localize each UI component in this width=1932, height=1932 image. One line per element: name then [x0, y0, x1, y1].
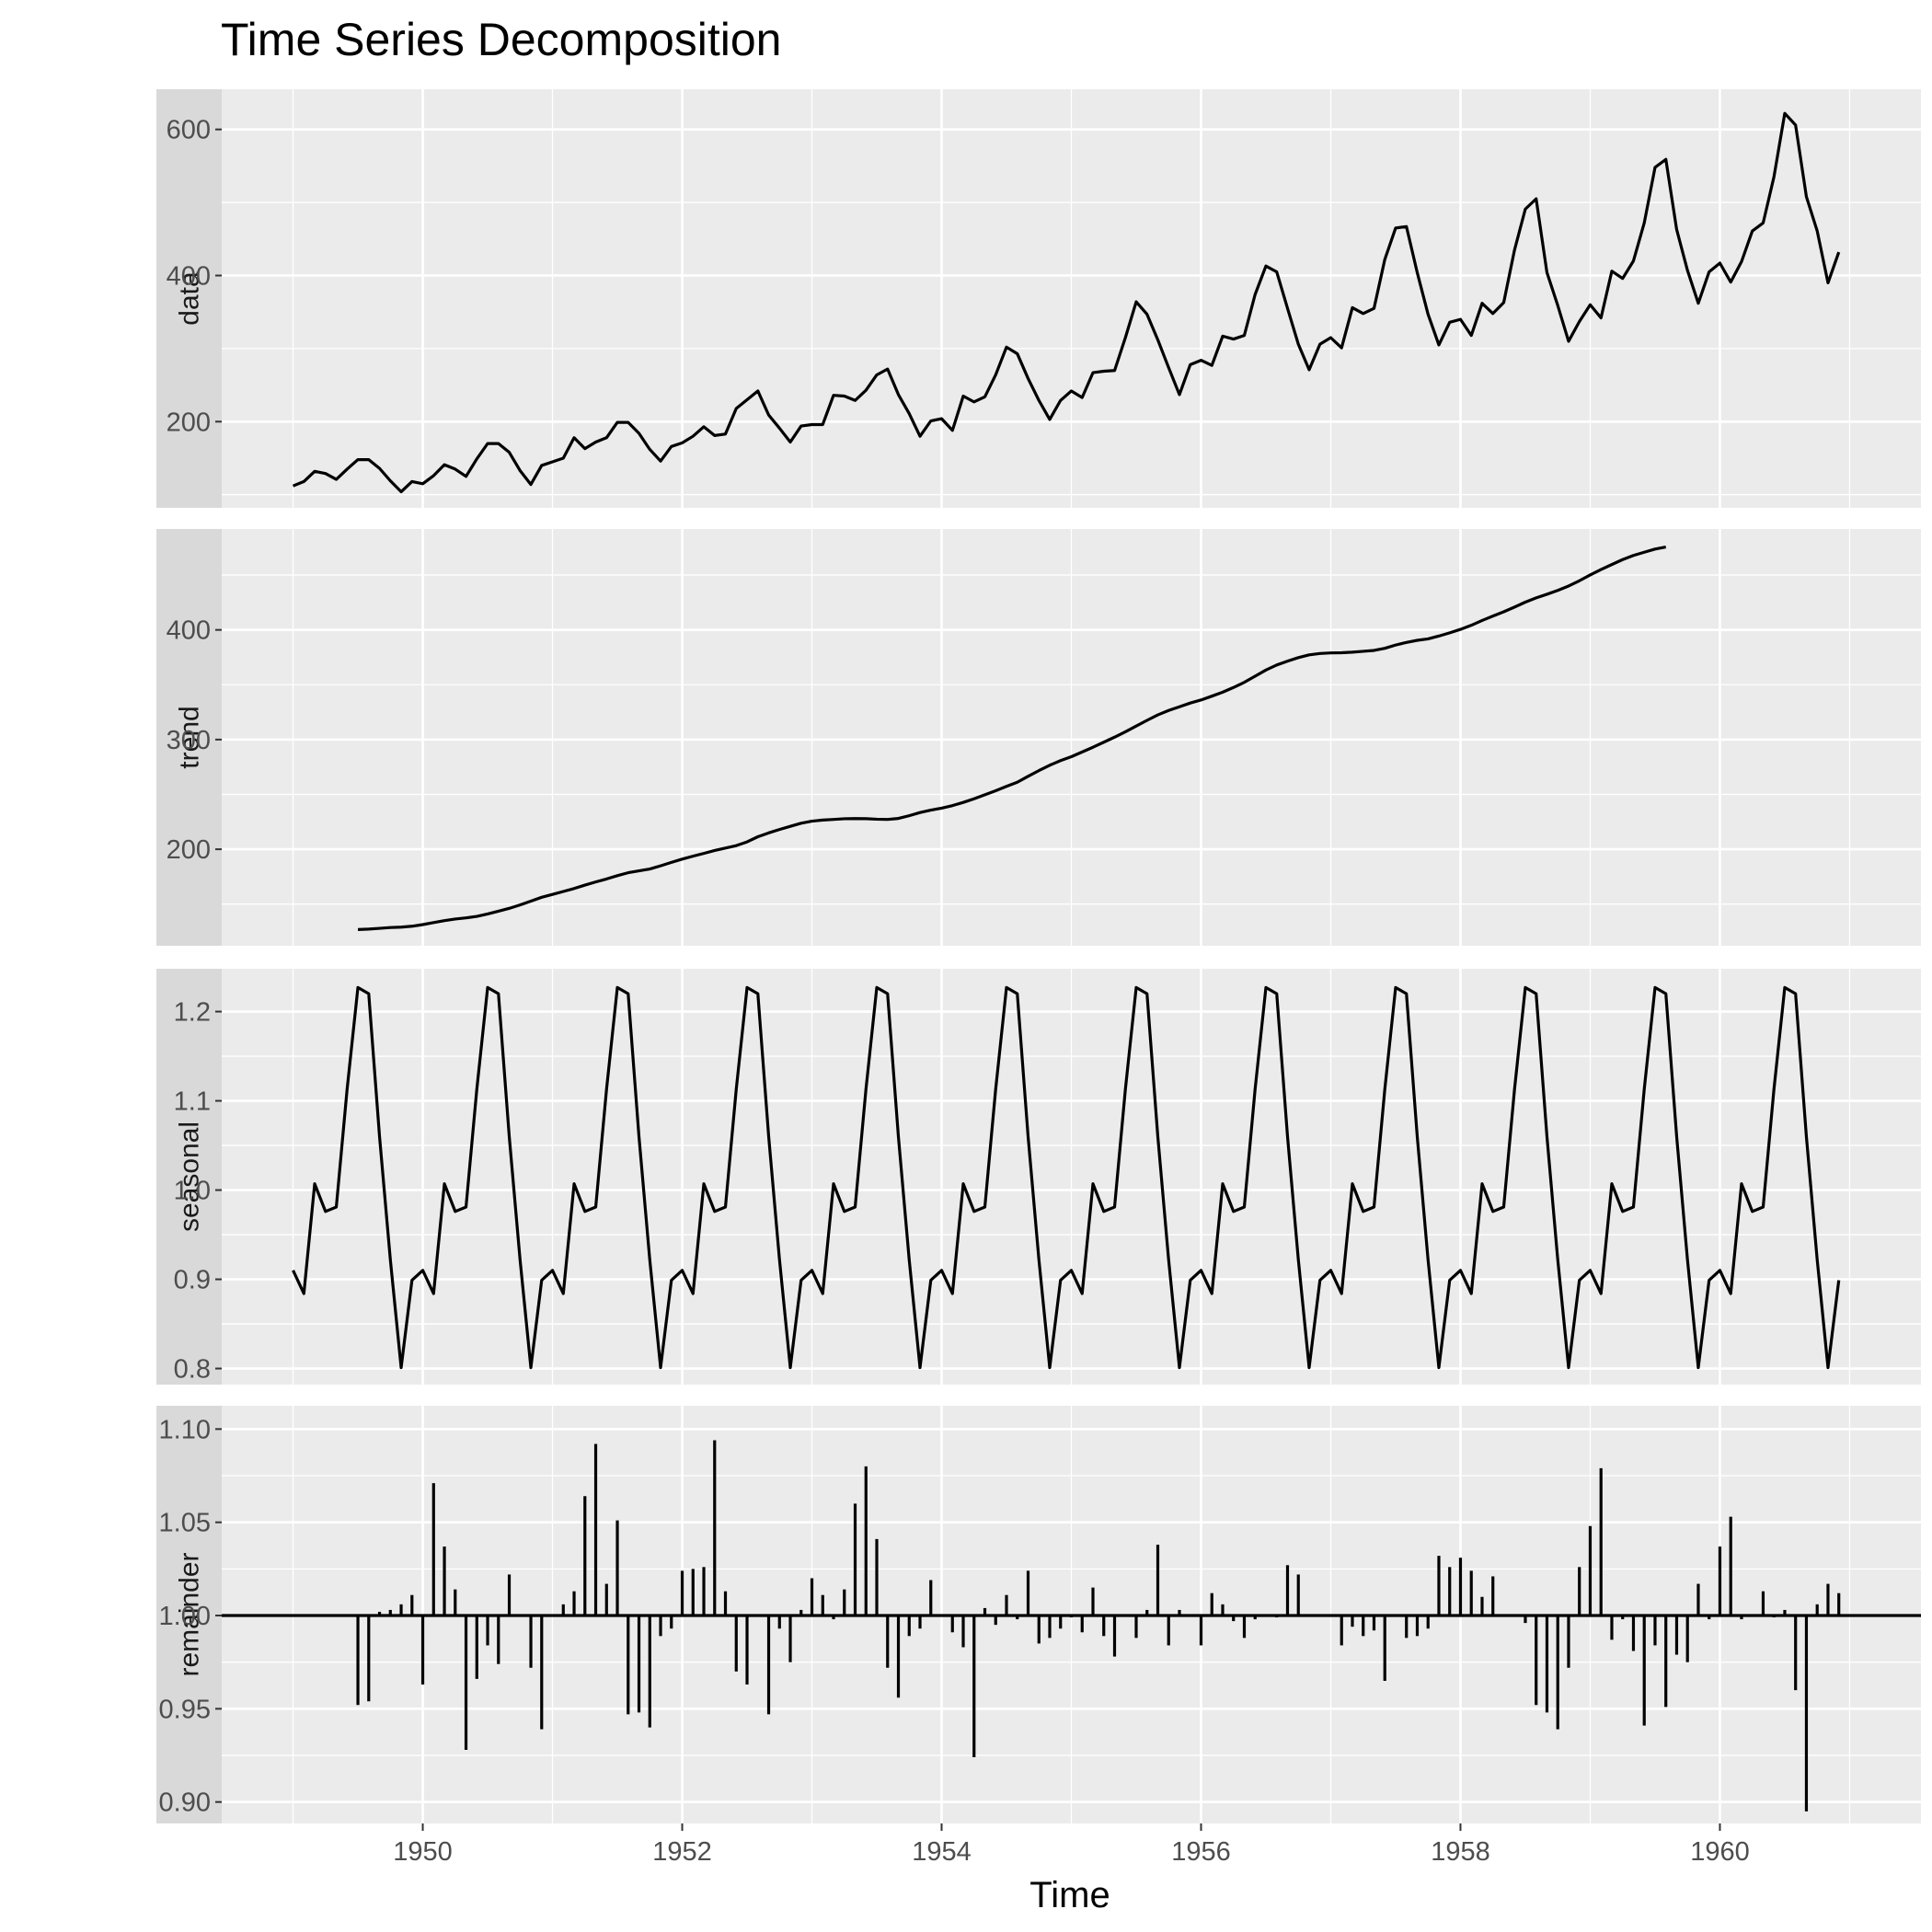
- chart-title: Time Series Decomposition: [221, 14, 781, 65]
- series-line-trend: [357, 545, 1667, 931]
- x-tick-label: 1954: [912, 1837, 972, 1867]
- y-tick-label-seasonal: 1.1: [174, 1087, 211, 1117]
- x-tick-label: 1960: [1690, 1837, 1750, 1867]
- y-tick-label-seasonal: 1.2: [174, 998, 211, 1028]
- x-tick-label: 1952: [652, 1837, 712, 1867]
- strip-data: [156, 89, 222, 508]
- x-tick-label: 1950: [393, 1837, 453, 1867]
- y-tick-label-remainder: 1.10: [159, 1415, 211, 1444]
- panel-seasonal: seasonal 0.8 0.9 1.0 1.1 1.2: [156, 969, 1921, 1385]
- x-axis-title: Time: [1029, 1875, 1110, 1915]
- panel-trend: trend 200 300 400: [156, 529, 1921, 946]
- strip-seasonal: [156, 969, 222, 1385]
- strip-label-seasonal: seasonal: [175, 1121, 205, 1232]
- strip-remainder: [156, 1406, 222, 1823]
- y-tick-label-data: 600: [167, 116, 211, 145]
- strip-label-trend: trend: [175, 706, 205, 768]
- series-line-data: [292, 111, 1841, 494]
- y-tick-label-seasonal: 0.8: [174, 1355, 211, 1385]
- y-tick-label-data: 400: [167, 261, 211, 291]
- y-tick-label-seasonal: 0.9: [174, 1266, 211, 1295]
- y-tick-label-remainder: 1.05: [159, 1509, 211, 1538]
- y-tick-label-remainder: 0.95: [159, 1695, 211, 1724]
- panel-data: data 200 400 600: [156, 89, 1921, 508]
- x-tick-label: 1956: [1171, 1837, 1231, 1867]
- series-line-seasonal: [292, 985, 1841, 1370]
- y-tick-label-trend: 300: [167, 726, 211, 755]
- panels-group: data 200 400 600 trend 200 300 400 seasonal 0.8 0.…: [156, 89, 1921, 1823]
- y-tick-label-trend: 400: [167, 616, 211, 646]
- y-tick-label-trend: 200: [167, 835, 211, 865]
- y-tick-label-remainder: 0.90: [159, 1788, 211, 1818]
- y-tick-label-seasonal: 1.0: [174, 1177, 211, 1206]
- strip-trend: [156, 529, 222, 946]
- y-tick-label-data: 200: [167, 408, 211, 437]
- strip-label-remainder: remainder: [175, 1552, 205, 1676]
- x-tick-label: 1958: [1431, 1837, 1490, 1867]
- strip-label-data: data: [175, 271, 205, 326]
- panel-remainder: remainder 0.90 0.95 1.00 1.05 1.10: [156, 1406, 1921, 1823]
- y-tick-label-remainder: 1.00: [159, 1602, 211, 1631]
- x-axis: 1950 1952 1954 1956 1958 1960: [393, 1823, 1750, 1867]
